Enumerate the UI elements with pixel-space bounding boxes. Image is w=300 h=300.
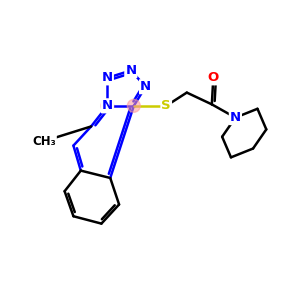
Text: S: S (161, 99, 171, 112)
Text: N: N (125, 64, 136, 77)
Text: N: N (102, 99, 113, 112)
Text: O: O (208, 71, 219, 84)
Circle shape (127, 99, 140, 112)
Circle shape (101, 99, 114, 112)
Text: N: N (230, 111, 241, 124)
Text: CH₃: CH₃ (32, 135, 56, 148)
Text: N: N (102, 71, 113, 84)
Text: N: N (140, 80, 151, 93)
